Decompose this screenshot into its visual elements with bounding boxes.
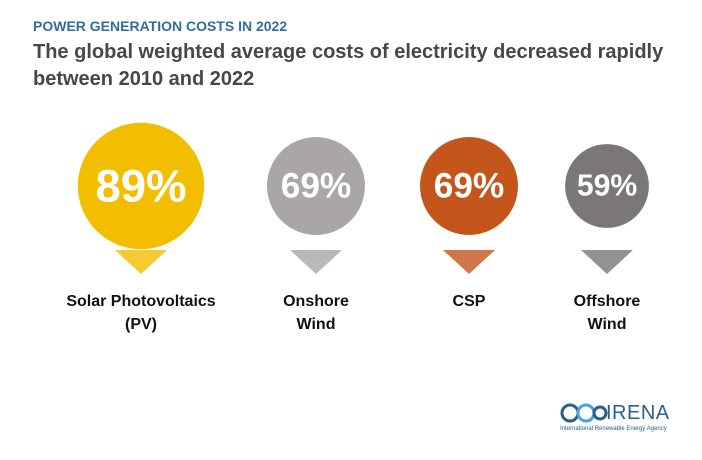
bubble <box>267 137 365 235</box>
chart-title: The global weighted average costs of ele… <box>33 41 664 90</box>
category-label: CSP <box>452 293 486 310</box>
pointer <box>115 250 167 274</box>
pointer <box>581 250 633 274</box>
bubble <box>77 122 205 250</box>
value-label: 59% <box>577 170 638 203</box>
pointer <box>443 250 495 274</box>
bubble <box>565 144 649 228</box>
bubble <box>420 137 518 235</box>
pointer <box>290 250 342 274</box>
value-label: 69% <box>434 167 505 206</box>
category-label: Offshore Wind <box>573 293 641 333</box>
category-label: Onshore Wind <box>283 293 349 333</box>
value-label: 89% <box>95 161 186 212</box>
logo-name: IRENA <box>606 402 670 424</box>
category-label: Solar Photovoltaics (PV) <box>66 293 216 333</box>
logo-tagline: International Renewable Energy Agency <box>560 426 667 432</box>
logo-mark <box>560 403 608 423</box>
value-label: 69% <box>281 167 352 206</box>
kicker: POWER GENERATION COSTS IN 2022 <box>33 18 288 34</box>
